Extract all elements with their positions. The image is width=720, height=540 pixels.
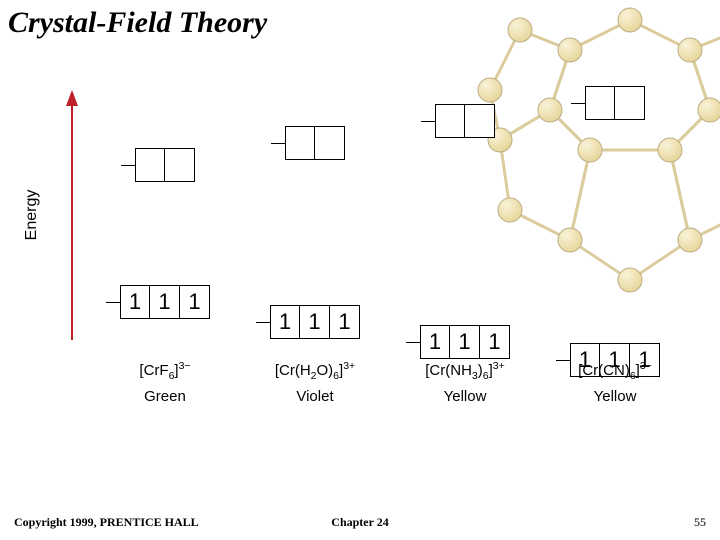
level-tick bbox=[571, 103, 585, 104]
orbital-box bbox=[285, 126, 315, 160]
orbital-box bbox=[465, 104, 495, 138]
level-tick bbox=[121, 165, 135, 166]
orbital-box: 1 bbox=[150, 285, 180, 319]
complex-color: Green bbox=[90, 388, 240, 405]
orbital-box: 1 bbox=[300, 305, 330, 339]
level-tick bbox=[256, 322, 270, 323]
complexes-region: 111[CrF6]3−Green111[Cr(H2O)6]3+Violet111… bbox=[90, 80, 700, 440]
complex-column: 111[Cr(CN)6]3−Yellow bbox=[540, 80, 690, 440]
page-title: Crystal-Field Theory bbox=[8, 6, 267, 40]
orbital-box: 1 bbox=[120, 285, 150, 319]
complex-column: 111 [CrF6]3− Green bbox=[90, 80, 240, 440]
eg-orbitals bbox=[435, 104, 495, 138]
complex-formula: [CrF6]3− bbox=[90, 360, 240, 382]
t2g-orbitals: 111 bbox=[120, 285, 210, 319]
complex-color: Yellow bbox=[390, 388, 540, 405]
complex-color: Yellow bbox=[540, 388, 690, 405]
level-tick bbox=[421, 121, 435, 122]
footer-page: 55 bbox=[694, 515, 706, 530]
orbital-box: 1 bbox=[180, 285, 210, 319]
complex-column: 111 [Cr(H2O)6]3+ Violet bbox=[240, 80, 390, 440]
t2g-orbitals: 111 bbox=[420, 325, 510, 359]
orbital-box bbox=[165, 148, 195, 182]
eg-orbitals bbox=[285, 126, 345, 160]
orbital-box bbox=[585, 86, 615, 120]
complex-formula: [Cr(H2O)6]3+ bbox=[240, 360, 390, 382]
energy-arrow-icon bbox=[60, 90, 84, 340]
orbital-box bbox=[435, 104, 465, 138]
orbital-box: 1 bbox=[420, 325, 450, 359]
complex-column: 111[Cr(NH3)6]3+ Yellow bbox=[390, 80, 540, 440]
orbital-box: 1 bbox=[480, 325, 510, 359]
orbital-box: 1 bbox=[450, 325, 480, 359]
eg-orbitals bbox=[135, 148, 195, 182]
level-tick bbox=[106, 302, 120, 303]
page: Crystal-Field Theory Energy 111[CrF6]3−G… bbox=[0, 0, 720, 540]
energy-axis-label: Energy bbox=[23, 190, 41, 241]
orbital-box: 1 bbox=[270, 305, 300, 339]
footer-chapter: Chapter 24 bbox=[331, 515, 388, 530]
complex-formula: [Cr(CN)6]3− bbox=[540, 360, 690, 382]
complex-color: Violet bbox=[240, 388, 390, 405]
level-tick bbox=[271, 143, 285, 144]
energy-axis: Energy bbox=[60, 90, 84, 340]
footer-copyright: Copyright 1999, PRENTICE HALL bbox=[14, 515, 199, 530]
orbital-box bbox=[315, 126, 345, 160]
orbital-box: 1 bbox=[330, 305, 360, 339]
eg-orbitals bbox=[585, 86, 645, 120]
complex-formula: [Cr(NH3)6]3+ bbox=[390, 360, 540, 382]
orbital-box bbox=[615, 86, 645, 120]
t2g-orbitals: 111 bbox=[270, 305, 360, 339]
orbital-box bbox=[135, 148, 165, 182]
level-tick bbox=[406, 342, 420, 343]
